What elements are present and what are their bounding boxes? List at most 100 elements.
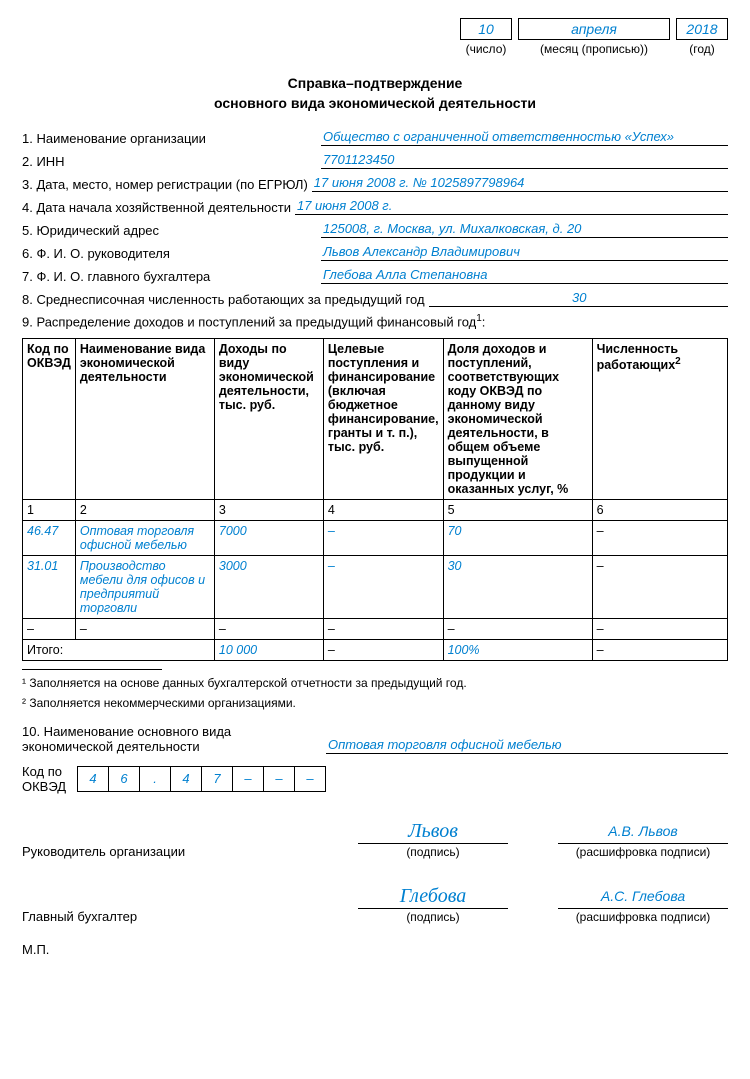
date-year-caption: (год): [676, 42, 728, 56]
th-4: Целевые поступления и финансирование (вк…: [323, 338, 443, 499]
okved-cells: 4 6 . 4 7 – – –: [77, 766, 326, 792]
r1c5: 70: [443, 520, 592, 555]
total-c3: 10 000: [214, 639, 323, 660]
okved-cell: 6: [108, 766, 140, 792]
director-label: Руководитель организации: [22, 844, 222, 859]
accountant-name-block: А.С. Глебова (расшифровка подписи): [558, 888, 728, 924]
r2c2: Производство мебели для офисов и предпри…: [75, 555, 214, 618]
r1c2: Оптовая торговля офисной мебелью: [75, 520, 214, 555]
accountant-label: Главный бухгалтер: [22, 909, 222, 924]
field-5: 5. Юридический адрес 125008, г. Москва, …: [22, 221, 728, 238]
name-caption: (расшифровка подписи): [558, 845, 728, 859]
field-6-value: Львов Александр Владимирович: [321, 244, 728, 261]
th-3: Доходы по виду экономической деятельност…: [214, 338, 323, 499]
table-row: 46.47 Оптовая торговля офисной мебелью 7…: [23, 520, 728, 555]
accountant-name: А.С. Глебова: [558, 888, 728, 909]
accountant-signature: Глебова: [358, 885, 508, 909]
th-6: Численность работающих2: [592, 338, 727, 499]
okved-cell: 4: [170, 766, 202, 792]
field-3-value: 17 июня 2008 г. № 1025897798964: [312, 175, 728, 192]
r1c3: 7000: [214, 520, 323, 555]
total-label: Итого:: [23, 639, 215, 660]
field-4-label: 4. Дата начала хозяйственной деятельност…: [22, 200, 295, 215]
field-2: 2. ИНН 7701123450: [22, 152, 728, 169]
r2c4: –: [323, 555, 443, 618]
field-8: 8. Среднесписочная численность работающи…: [22, 290, 728, 307]
date-day-caption: (число): [460, 42, 512, 56]
total-c5: 100%: [443, 639, 592, 660]
total-c4: –: [323, 639, 443, 660]
r2c6: –: [592, 555, 727, 618]
r2c3: 3000: [214, 555, 323, 618]
title-line-2: основного вида экономической деятельност…: [22, 94, 728, 114]
field-1-label: 1. Наименование организации: [22, 131, 321, 146]
okved-cell: .: [139, 766, 171, 792]
date-month-block: апреля (месяц (прописью)): [518, 18, 670, 56]
field-7: 7. Ф. И. О. главного бухгалтера Глебова …: [22, 267, 728, 284]
total-c6: –: [592, 639, 727, 660]
okved-cell: 4: [77, 766, 109, 792]
field-1-value: Общество с ограниченной ответственностью…: [321, 129, 728, 146]
r1c4: –: [323, 520, 443, 555]
field-8-value: 30: [429, 290, 728, 307]
form-fields: 1. Наименование организации Общество с о…: [22, 129, 728, 329]
r1c6: –: [592, 520, 727, 555]
field-10: 10. Наименование основного вида экономич…: [22, 724, 728, 754]
field-4-value: 17 июня 2008 г.: [295, 198, 728, 215]
r1c1: 46.47: [23, 520, 76, 555]
field-9-label: 9. Распределение доходов и поступлений з…: [22, 313, 728, 329]
okved-cell: –: [294, 766, 326, 792]
footnotes: ¹ Заполняется на основе данных бухгалтер…: [22, 669, 728, 710]
r3c2: –: [75, 618, 214, 639]
num-3: 3: [214, 499, 323, 520]
field-5-value: 125008, г. Москва, ул. Михалковская, д. …: [321, 221, 728, 238]
date-month-caption: (месяц (прописью)): [518, 42, 670, 56]
field-1: 1. Наименование организации Общество с о…: [22, 129, 728, 146]
date-day-block: 10 (число): [460, 18, 512, 56]
date-month: апреля: [518, 18, 670, 40]
field-7-value: Глебова Алла Степановна: [321, 267, 728, 284]
num-2: 2: [75, 499, 214, 520]
table-total-row: Итого: 10 000 – 100% –: [23, 639, 728, 660]
sign-caption: (подпись): [358, 845, 508, 859]
director-name: А.В. Львов: [558, 823, 728, 844]
table-row: 31.01 Производство мебели для офисов и п…: [23, 555, 728, 618]
field-4: 4. Дата начала хозяйственной деятельност…: [22, 198, 728, 215]
r3c1: –: [23, 618, 76, 639]
accountant-sign-block: Глебова (подпись): [358, 885, 508, 924]
field-6-label: 6. Ф. И. О. руководителя: [22, 246, 321, 261]
field-5-label: 5. Юридический адрес: [22, 223, 321, 238]
num-6: 6: [592, 499, 727, 520]
date-year: 2018: [676, 18, 728, 40]
date-year-block: 2018 (год): [676, 18, 728, 56]
field-7-label: 7. Ф. И. О. главного бухгалтера: [22, 269, 321, 284]
director-signature-row: Руководитель организации Львов (подпись)…: [22, 820, 728, 859]
num-4: 4: [323, 499, 443, 520]
num-1: 1: [23, 499, 76, 520]
title-line-1: Справка–подтверждение: [22, 74, 728, 94]
field-10-label: 10. Наименование основного вида экономич…: [22, 724, 326, 754]
field-6: 6. Ф. И. О. руководителя Львов Александр…: [22, 244, 728, 261]
field-2-value: 7701123450: [321, 152, 728, 169]
table-row: – – – – – –: [23, 618, 728, 639]
r3c6: –: [592, 618, 727, 639]
footnote-1: ¹ Заполняется на основе данных бухгалтер…: [22, 676, 728, 690]
table-number-row: 1 2 3 4 5 6: [23, 499, 728, 520]
field-3-label: 3. Дата, место, номер регистрации (по ЕГ…: [22, 177, 312, 192]
r3c4: –: [323, 618, 443, 639]
table-header-row: Код по ОКВЭД Наименование вида экономиче…: [23, 338, 728, 499]
director-signature: Львов: [358, 820, 508, 844]
num-5: 5: [443, 499, 592, 520]
okved-cell: –: [263, 766, 295, 792]
field-10-value: Оптовая торговля офисной мебелью: [326, 737, 728, 754]
th-1: Код по ОКВЭД: [23, 338, 76, 499]
r3c3: –: [214, 618, 323, 639]
accountant-signature-row: Главный бухгалтер Глебова (подпись) А.С.…: [22, 885, 728, 924]
activity-table: Код по ОКВЭД Наименование вида экономиче…: [22, 338, 728, 661]
stamp-mark: М.П.: [22, 942, 728, 957]
document-date: 10 (число) апреля (месяц (прописью)) 201…: [22, 18, 728, 56]
th-5: Доля доходов и поступлений, соответствую…: [443, 338, 592, 499]
field-8-label: 8. Среднесписочная численность работающи…: [22, 292, 429, 307]
date-day: 10: [460, 18, 512, 40]
okved-label: Код по ОКВЭД: [22, 764, 77, 794]
